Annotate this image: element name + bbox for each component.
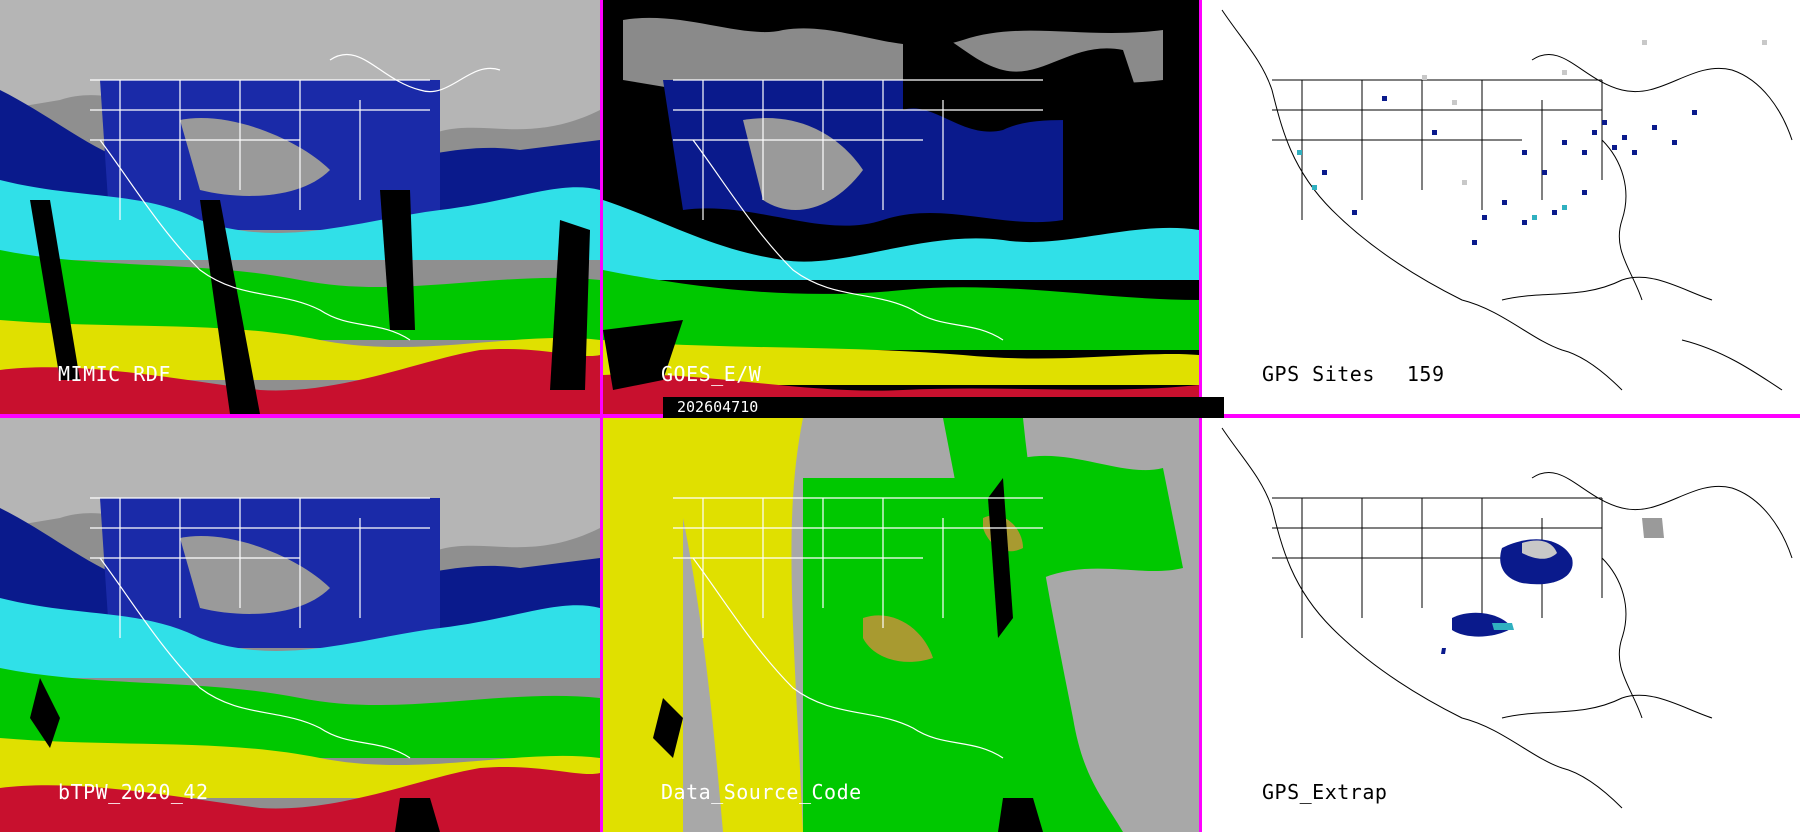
gps-sites-map bbox=[1202, 0, 1800, 414]
panel-data-source-code: Data_Source_Code bbox=[603, 418, 1199, 832]
timestamp-bar: 202604710 bbox=[663, 397, 1224, 418]
panel-label: GPS_Extrap bbox=[1262, 780, 1388, 804]
data-source-code-map bbox=[603, 418, 1199, 832]
gps-sites-title: GPS Sites bbox=[1262, 362, 1375, 386]
panel-label: GPS Sites 159 bbox=[1262, 362, 1445, 386]
panel-goes-ew: GOES_E/W bbox=[603, 0, 1199, 414]
gps-site-count: 159 bbox=[1406, 362, 1445, 386]
gps-extrap-map bbox=[1202, 418, 1800, 832]
goes-ew-map bbox=[603, 0, 1199, 414]
mimic-rdf-map bbox=[0, 0, 600, 414]
panel-label: MIMIC RDF bbox=[58, 362, 171, 386]
panel-btpw: bTPW_2020_42 bbox=[0, 418, 600, 832]
panel-mimic-rdf: MIMIC RDF bbox=[0, 0, 600, 414]
panel-gps-extrap: GPS_Extrap bbox=[1202, 418, 1800, 832]
panel-label: GOES_E/W bbox=[661, 362, 762, 386]
btpw-map bbox=[0, 418, 600, 832]
panel-gps-sites: GPS Sites 159 bbox=[1202, 0, 1800, 414]
panel-label: Data_Source_Code bbox=[661, 780, 862, 804]
panel-label: bTPW_2020_42 bbox=[58, 780, 209, 804]
